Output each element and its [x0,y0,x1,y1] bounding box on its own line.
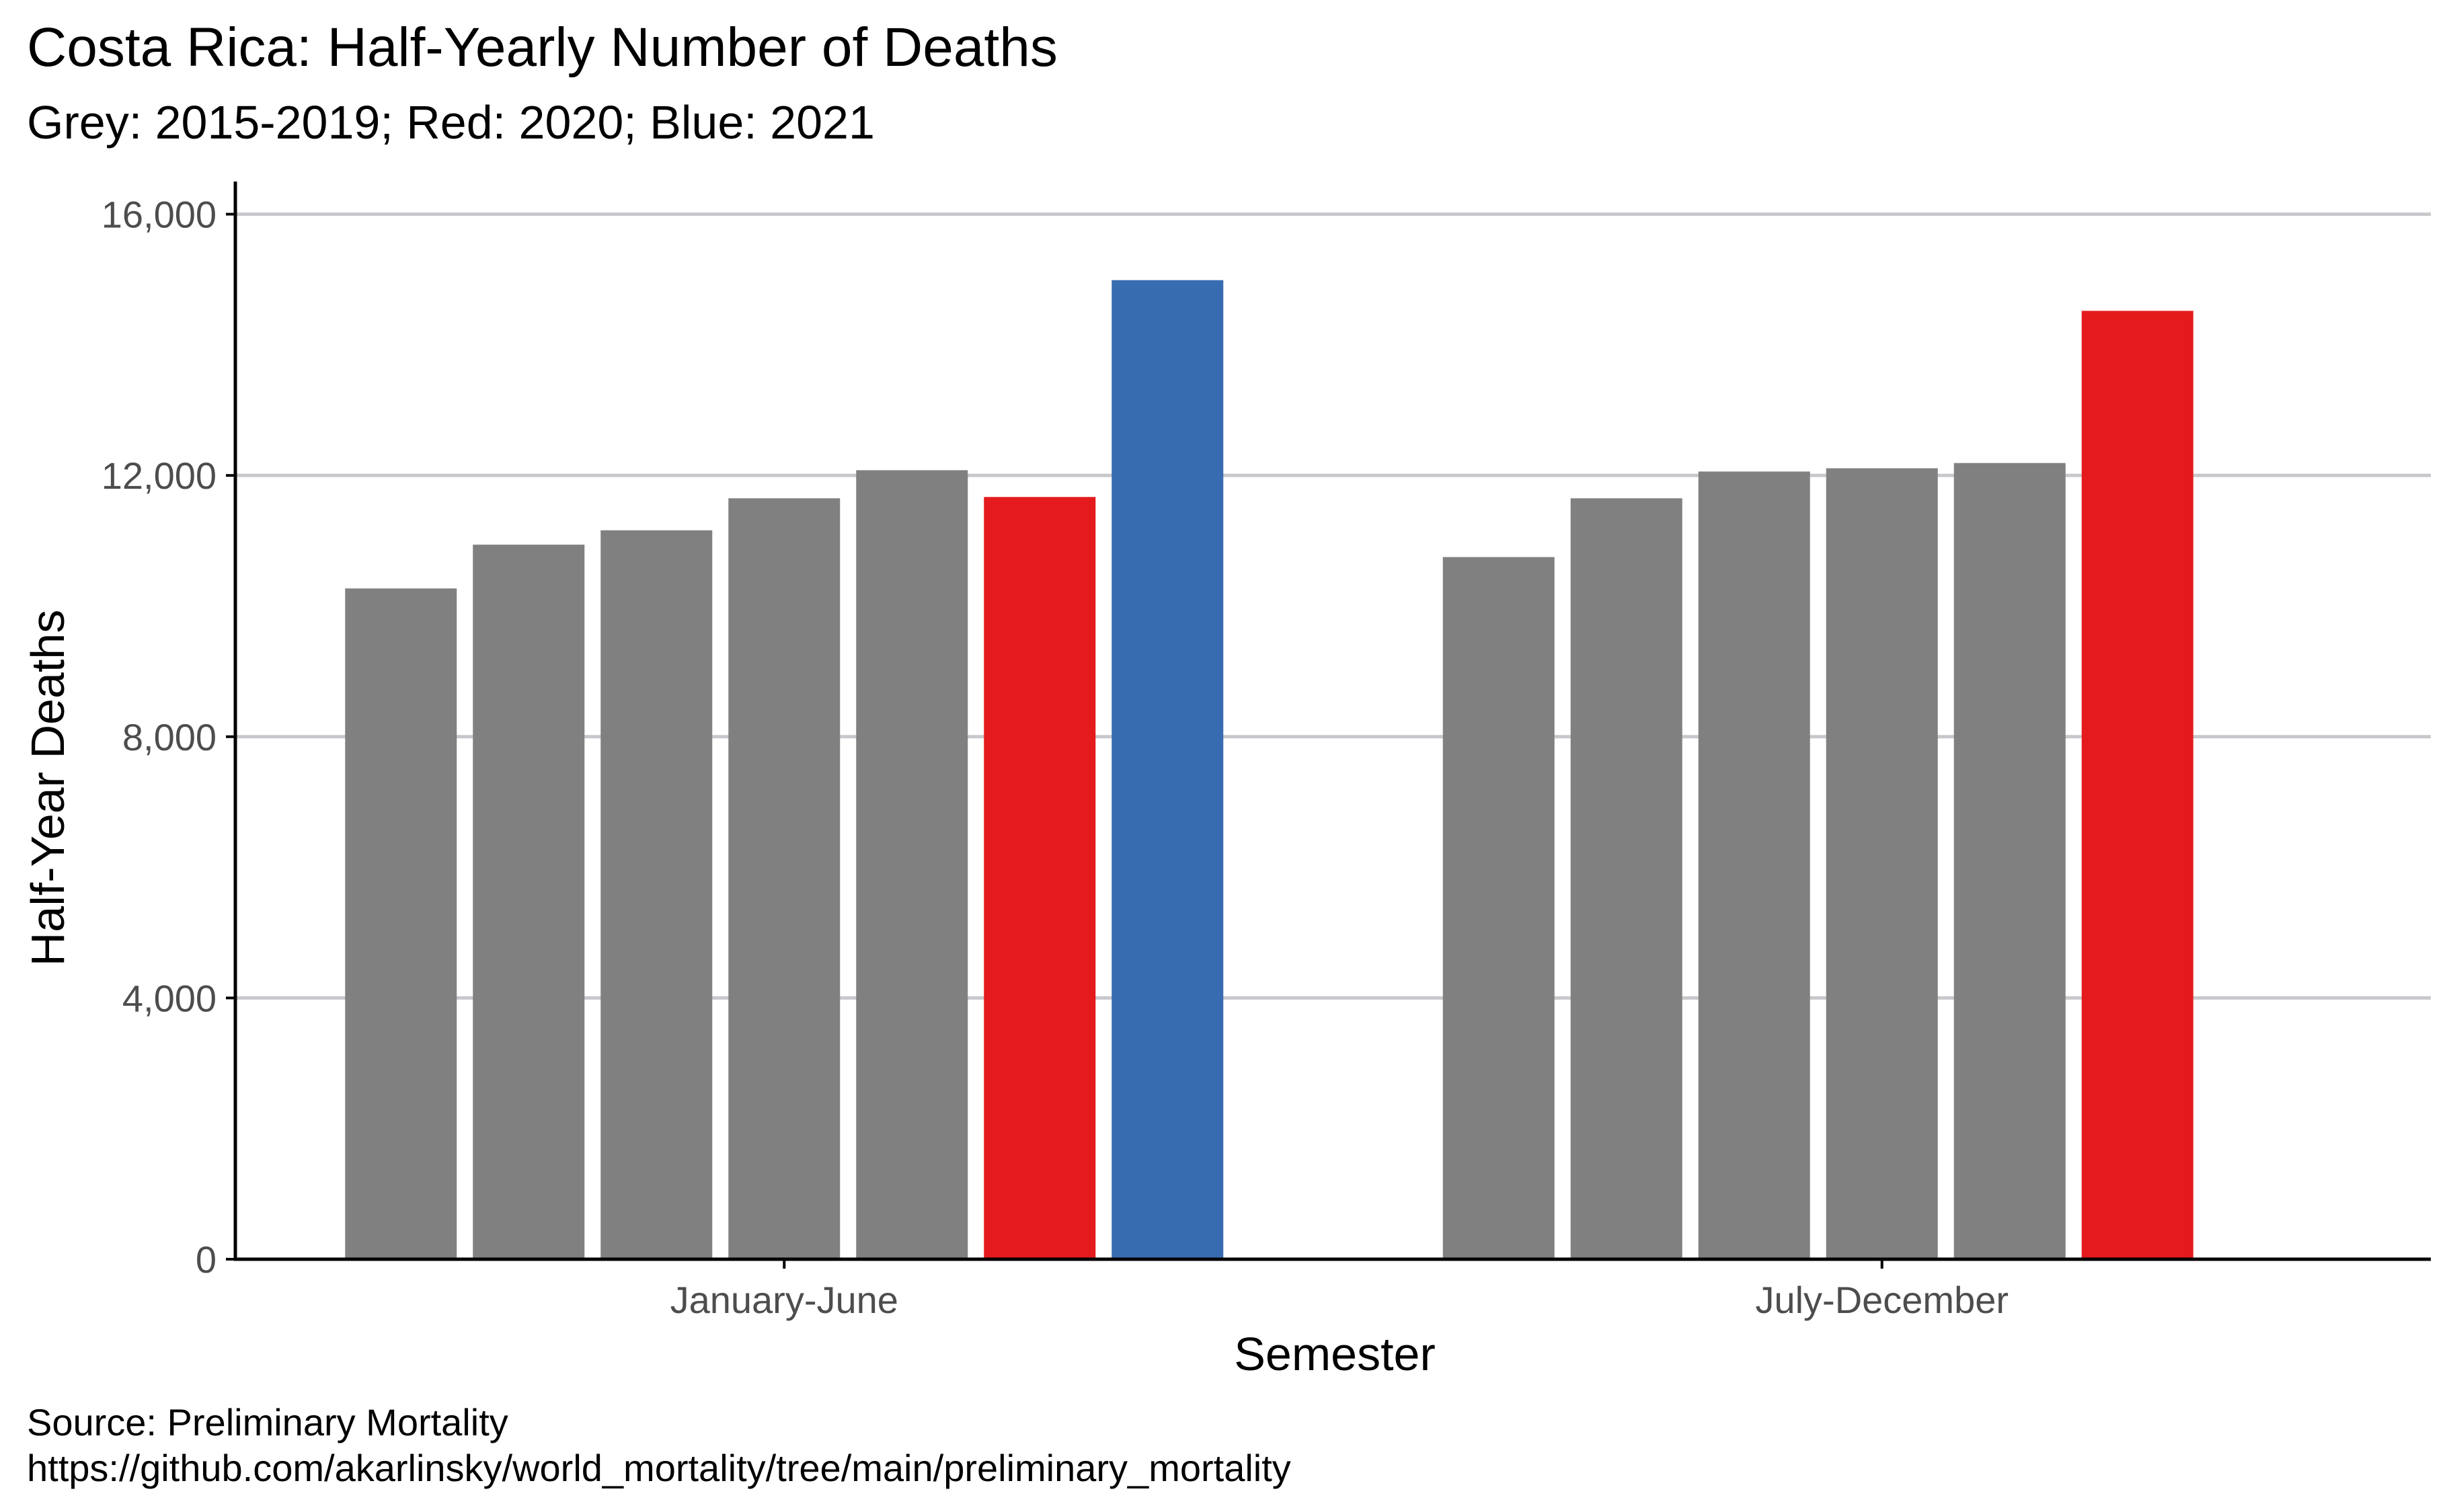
y-axis-title: Half-Year Deaths [22,610,74,966]
y-tick-label: 8,000 [122,716,217,758]
x-tick-label: January-June [670,1279,898,1321]
chart-title: Costa Rica: Half-Yearly Number of Deaths [27,17,1058,78]
bar [345,588,457,1259]
y-tick-label: 16,000 [102,194,217,236]
bar [600,530,713,1259]
bar [984,497,1096,1259]
y-tick-label: 4,000 [122,977,217,1019]
tick-labels: 0 4,000 8,000 12,000 16,000 January-June July-… [102,194,2009,1321]
bar [473,545,585,1260]
bar [728,498,841,1260]
bars [345,280,2193,1260]
bar [1698,471,1810,1259]
y-tick-label: 12,000 [102,454,217,497]
x-axis-title: Semester [1234,1328,1436,1380]
bar [1953,463,2066,1259]
bar [2081,311,2193,1259]
bar [1826,468,1938,1260]
source-url: https://github.com/akarlinsky/world_mort… [27,1447,1291,1489]
bar [1442,557,1555,1259]
source-caption: Source: Preliminary Mortality [27,1401,508,1443]
bar [1570,498,1682,1260]
axes [226,182,2431,1269]
bar [1112,280,1224,1260]
bar [856,470,968,1259]
y-tick-label: 0 [196,1238,217,1281]
x-tick-label: July-December [1755,1279,2009,1321]
chart-subtitle: Grey: 2015-2019; Red: 2020; Blue: 2021 [27,96,875,149]
